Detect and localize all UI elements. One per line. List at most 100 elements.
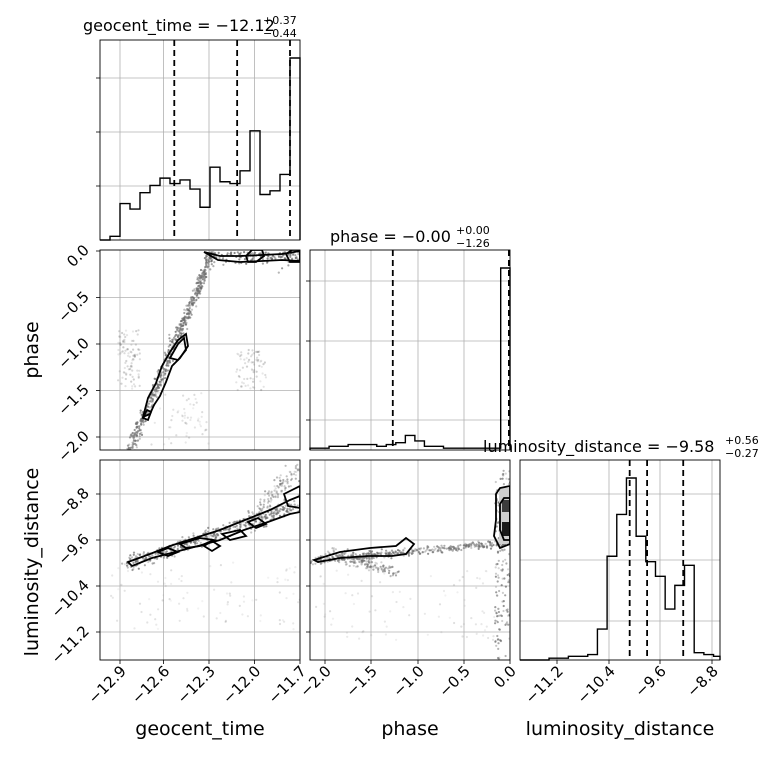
scatter-point <box>314 556 317 559</box>
scatter-point <box>140 422 143 425</box>
scatter-point <box>188 436 191 439</box>
scatter-point <box>184 421 187 424</box>
scatter-point <box>120 583 123 587</box>
scatter-point <box>166 361 169 364</box>
scatter-point <box>498 589 501 593</box>
scatter-point <box>190 299 193 302</box>
scatter-point <box>370 561 374 564</box>
scatter-point <box>271 493 274 497</box>
scatter-point <box>189 416 193 419</box>
y-tick-label: −2.0 <box>54 427 92 465</box>
scatter-point <box>456 549 459 552</box>
scatter-point <box>352 551 355 554</box>
x-tick-label: −9.6 <box>631 662 669 700</box>
scatter-point <box>485 570 488 573</box>
scatter-point <box>285 475 288 478</box>
scatter-point <box>164 354 167 357</box>
scatter-point <box>132 354 135 357</box>
scatter-point <box>178 619 181 622</box>
scatter-point <box>383 572 386 575</box>
scatter-point <box>178 334 181 337</box>
scatter-point <box>263 494 266 497</box>
scatter-point <box>377 570 380 574</box>
scatter-point <box>496 638 499 641</box>
scatter-point <box>381 570 385 573</box>
scatter-point <box>244 384 247 387</box>
scatter-point <box>488 544 491 547</box>
scatter-point <box>475 545 478 548</box>
scatter-point <box>270 510 273 513</box>
scatter-point <box>201 411 204 414</box>
scatter-point <box>121 376 124 379</box>
scatter-point <box>496 580 499 583</box>
scatter-point <box>217 534 220 537</box>
scatter-point <box>139 553 142 556</box>
scatter-point <box>265 525 268 528</box>
scatter-point <box>254 520 257 523</box>
contour-level-4 <box>202 539 222 553</box>
sample-scatter <box>117 250 300 450</box>
density-contours <box>311 485 510 563</box>
scatter-point <box>396 552 399 555</box>
scatter-point <box>131 568 134 572</box>
scatter-point <box>497 647 500 651</box>
scatter-point <box>277 255 281 258</box>
scatter-point <box>192 407 195 410</box>
scatter-point <box>185 422 188 425</box>
scatter-point <box>128 443 131 446</box>
scatter-point <box>248 515 251 518</box>
scatter-point <box>502 609 505 613</box>
scatter-point <box>138 427 141 430</box>
scatter-point <box>140 571 143 574</box>
scatter-point <box>279 255 282 258</box>
scatter-point <box>128 436 132 439</box>
scatter-point <box>275 491 278 494</box>
scatter-point <box>438 603 442 606</box>
scatter-point <box>243 258 247 261</box>
scatter-point <box>326 556 329 559</box>
scatter-point <box>266 505 269 508</box>
scatter-point <box>368 610 371 613</box>
scatter-point <box>250 531 253 534</box>
scatter-point <box>506 573 509 577</box>
scatter-point <box>293 500 296 503</box>
scatter-point <box>262 525 265 528</box>
scatter-point <box>344 563 348 566</box>
scatter-point <box>296 258 299 261</box>
scatter-point <box>297 601 300 604</box>
scatter-point <box>117 567 120 570</box>
scatter-point <box>128 556 131 559</box>
scatter-point <box>398 590 401 594</box>
scatter-point <box>222 524 225 527</box>
scatter-point <box>315 605 318 609</box>
scatter-point <box>169 361 172 364</box>
scatter-point <box>117 353 120 356</box>
scatter-point <box>495 591 498 594</box>
scatter-point <box>230 581 233 584</box>
scatter-point <box>136 431 139 434</box>
scatter-point <box>481 582 485 585</box>
2d-panel-distance-vs-phase: −2.0 −1.5 −1.0 −0.5 0.0 phase <box>296 459 520 740</box>
scatter-point <box>195 282 198 285</box>
scatter-point <box>278 482 282 486</box>
scatter-point <box>253 363 256 366</box>
scatter-point <box>359 561 362 564</box>
scatter-point <box>319 558 322 561</box>
scatter-point <box>123 352 126 355</box>
scatter-point <box>247 509 250 513</box>
scatter-point <box>201 600 204 603</box>
scatter-point <box>189 298 192 301</box>
scatter-point <box>369 550 372 553</box>
scatter-point <box>284 480 287 483</box>
scatter-point <box>191 296 194 299</box>
scatter-point <box>501 563 504 567</box>
scatter-point <box>121 350 124 353</box>
scatter-point <box>243 358 246 361</box>
scatter-point <box>227 528 230 531</box>
scatter-point <box>236 368 239 371</box>
scatter-point <box>261 516 264 519</box>
scatter-point <box>319 575 322 578</box>
scatter-point <box>502 483 505 486</box>
scatter-point <box>353 561 356 565</box>
